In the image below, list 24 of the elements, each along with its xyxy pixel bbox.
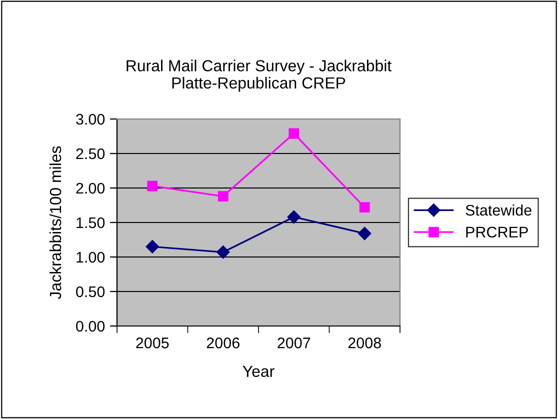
point — [287, 210, 300, 224]
y-tick-label: 1.00 — [76, 252, 105, 263]
y-tick-label: 2.50 — [76, 148, 105, 160]
legend-label: Statewide — [466, 204, 532, 216]
y-tick-label: 1.50 — [76, 217, 105, 228]
point — [359, 202, 370, 213]
y-tick-label: 0.00 — [76, 320, 105, 332]
x-tick-label: 2007 — [278, 338, 310, 348]
point — [216, 246, 230, 259]
x-tick-label: 2005 — [136, 338, 169, 348]
point — [147, 180, 158, 192]
x-axis-title: Year — [242, 366, 274, 377]
y-tick-label: 3.00 — [76, 114, 105, 125]
y-tick-label: 2.00 — [76, 182, 105, 194]
x-tick-label: 2008 — [348, 338, 381, 348]
x-tick-label: 2006 — [206, 338, 240, 348]
point — [288, 128, 300, 139]
legend-label: PRCREP — [466, 226, 528, 238]
point — [218, 191, 228, 202]
y-tick-label: 0.50 — [76, 286, 105, 298]
chart-title: Rural Mail Carrier Survey - Jackrabbit Platte-Republican CREP — [126, 60, 392, 92]
y-axis-title: Jackrabbits/100 miles — [49, 146, 62, 300]
point — [358, 226, 372, 240]
point — [146, 240, 159, 254]
